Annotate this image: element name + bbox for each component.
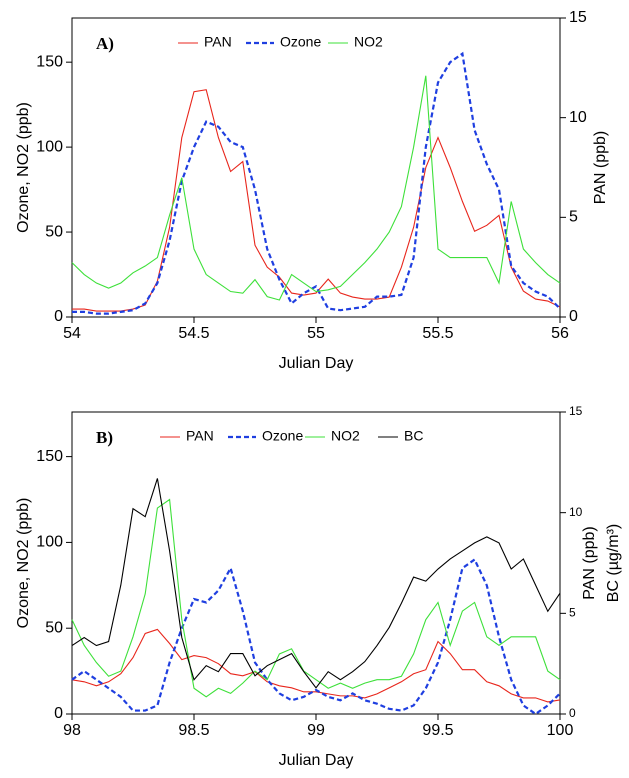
y2-axis-title: PAN (ppb) [592, 131, 609, 205]
legend-label: NO2 [331, 428, 360, 444]
legend-label: NO2 [354, 34, 383, 50]
series-line [72, 51, 561, 315]
plot-frame [71, 411, 561, 715]
y-tick-label: 50 [45, 223, 63, 240]
y-tick-label: 100 [36, 138, 63, 155]
panel-label: A) [96, 34, 114, 53]
y2-tick-label: 0 [569, 308, 578, 325]
legend-label: Ozone [262, 428, 303, 444]
y2-axis-title: PAN (ppb) [581, 526, 598, 600]
y2-tick-label: 10 [569, 505, 583, 519]
y2-tick-label: 5 [569, 209, 578, 226]
series-line [71, 498, 561, 698]
x-tick-label: 55.5 [422, 325, 453, 342]
y2-tick-label: 10 [569, 109, 587, 126]
y-tick-label: 50 [45, 619, 63, 636]
legend-label: Ozone [280, 34, 321, 50]
series-line [71, 478, 561, 689]
x-axis-title: Julian Day [279, 355, 354, 372]
x-tick-label: 54 [63, 325, 81, 342]
legend-label: PAN [186, 428, 214, 444]
x-tick-label: 99.5 [422, 722, 453, 739]
series-line [72, 89, 561, 312]
plot-frame [71, 17, 561, 318]
y2-tick-label: 15 [569, 9, 587, 26]
series-line [71, 557, 561, 716]
x-tick-label: 98.5 [178, 722, 209, 739]
y2-tick-label: 5 [569, 606, 576, 620]
y-tick-label: 100 [36, 534, 63, 551]
y2-tick-label: 0 [569, 706, 576, 720]
y-axis-title: Ozone, NO2 (ppb) [15, 498, 32, 629]
x-tick-label: 99 [307, 722, 325, 739]
y2-axis-title: BC (µg/m³) [605, 524, 622, 603]
y-tick-label: 0 [54, 308, 63, 325]
x-tick-label: 100 [547, 722, 574, 739]
series-line [71, 75, 561, 301]
x-tick-label: 54.5 [178, 325, 209, 342]
y-tick-label: 150 [36, 448, 63, 465]
series-line [71, 628, 561, 703]
y-tick-label: 150 [36, 53, 63, 70]
x-tick-label: 55 [307, 325, 325, 342]
y-axis-title: Ozone, NO2 (ppb) [15, 102, 32, 233]
y2-tick-label: 15 [569, 404, 583, 418]
y-tick-label: 0 [54, 705, 63, 722]
panel-label: B) [96, 428, 113, 447]
x-tick-label: 56 [551, 325, 569, 342]
legend-label: BC [404, 428, 423, 444]
x-axis-title: Julian Day [279, 752, 354, 769]
legend-label: PAN [204, 34, 232, 50]
x-tick-label: 98 [63, 722, 81, 739]
